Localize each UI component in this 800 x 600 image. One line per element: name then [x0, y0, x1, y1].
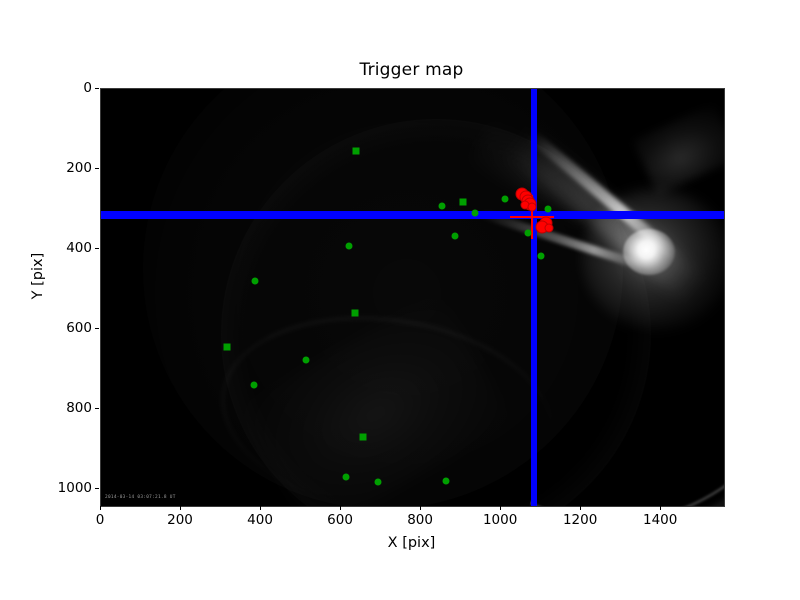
red-trigger-marker-8 — [544, 223, 554, 233]
y-tick-0 — [95, 88, 99, 89]
green-trigger-marker-4 — [451, 232, 459, 240]
y-tick-label-2: 400 — [66, 239, 92, 256]
y-tick-label-3: 600 — [66, 319, 92, 336]
green-trigger-marker-12 — [223, 343, 231, 351]
x-tick-label-1: 200 — [167, 512, 193, 528]
green-trigger-marker-18 — [442, 477, 450, 485]
red-crosshair-horizontal — [509, 215, 554, 218]
y-tick-5 — [95, 487, 99, 489]
glow-core — [623, 229, 675, 275]
y-tick-1 — [95, 167, 99, 169]
x-tick-3 — [340, 506, 342, 510]
x-tick-2 — [260, 506, 262, 510]
x-tick-7 — [660, 506, 662, 510]
green-trigger-marker-0 — [352, 147, 360, 155]
plot-area[interactable]: 2014-03-14 03:07:21.8 UT — [100, 88, 725, 507]
y-tick-2 — [95, 247, 99, 249]
green-trigger-marker-3 — [471, 209, 479, 217]
x-tick-6 — [580, 506, 582, 510]
allsky-background-image: 2014-03-14 03:07:21.8 UT — [101, 89, 724, 506]
vertical-crosshair-line-1 — [534, 89, 538, 506]
y-tick-label-0: 0 — [83, 80, 92, 96]
green-trigger-marker-16 — [342, 473, 350, 481]
horizontal-crosshair-line-2 — [101, 215, 724, 219]
green-trigger-marker-7 — [524, 229, 532, 237]
y-tick-label-4: 800 — [66, 399, 92, 416]
x-tick-label-3: 600 — [327, 512, 353, 528]
y-tick-3 — [95, 327, 99, 329]
horizontal-crosshair-line-1 — [101, 213, 724, 217]
green-trigger-marker-1 — [438, 202, 446, 210]
green-trigger-marker-2 — [459, 198, 467, 206]
x-axis-label: X [pix] — [387, 535, 436, 551]
green-trigger-marker-10 — [251, 277, 259, 285]
x-tick-label-5: 1000 — [482, 512, 518, 528]
x-tick-label-7: 1400 — [642, 512, 678, 528]
green-trigger-marker-14 — [250, 381, 258, 389]
y-tick-label-1: 200 — [66, 159, 92, 176]
green-trigger-marker-15 — [359, 433, 367, 441]
green-trigger-marker-9 — [345, 242, 353, 250]
horizontal-crosshair-line-0 — [101, 210, 724, 214]
green-trigger-marker-6 — [544, 205, 552, 213]
page-title: Trigger map — [359, 60, 464, 80]
y-axis-label: Y [pix] — [30, 252, 46, 300]
y-tick-label-5: 1000 — [57, 479, 92, 496]
x-tick-0 — [100, 506, 101, 510]
x-tick-label-2: 400 — [247, 512, 273, 528]
x-tick-1 — [180, 506, 182, 510]
green-trigger-marker-17 — [374, 478, 382, 486]
red-trigger-marker-5 — [527, 202, 537, 212]
green-trigger-marker-11 — [351, 309, 359, 317]
y-tick-4 — [95, 407, 99, 409]
green-trigger-marker-5 — [501, 195, 509, 203]
x-tick-5 — [500, 506, 502, 510]
x-tick-label-4: 800 — [407, 512, 433, 528]
green-trigger-marker-8 — [537, 252, 545, 260]
vertical-crosshair-line-0 — [531, 89, 535, 506]
x-tick-label-0: 0 — [95, 512, 105, 528]
green-trigger-marker-13 — [302, 356, 310, 364]
x-tick-4 — [420, 506, 422, 510]
timestamp-overlay: 2014-03-14 03:07:21.8 UT — [105, 495, 176, 500]
x-tick-label-6: 1200 — [562, 512, 598, 528]
